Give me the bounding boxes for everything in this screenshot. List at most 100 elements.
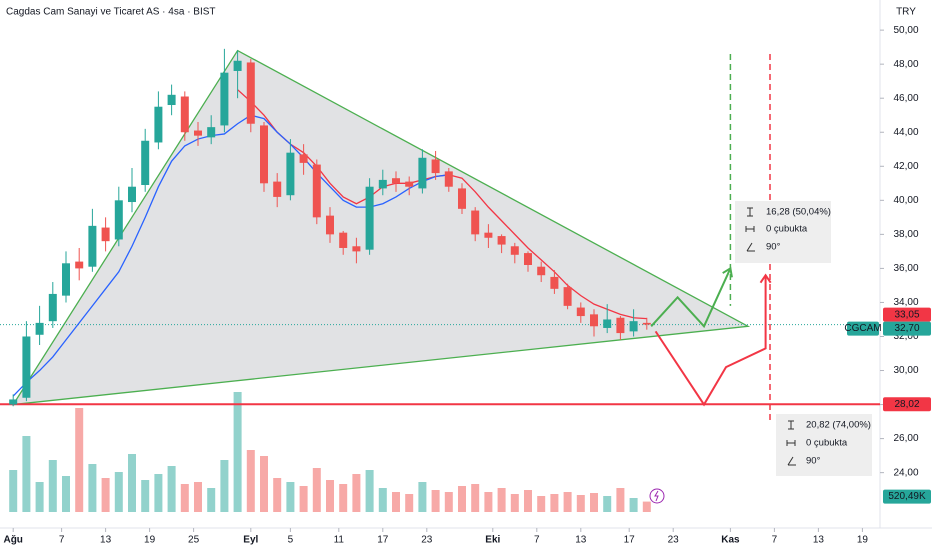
y-tick-label: 36,00 bbox=[893, 263, 918, 274]
scenario-path bbox=[650, 267, 732, 329]
volume-bar bbox=[510, 494, 519, 512]
volume-bar bbox=[642, 501, 651, 512]
volume-bar bbox=[246, 450, 255, 512]
price-label: 32,70 bbox=[894, 323, 919, 334]
candle-body bbox=[75, 261, 84, 269]
candle-body bbox=[233, 60, 242, 71]
measure-background bbox=[776, 414, 872, 476]
candle-body bbox=[418, 157, 427, 189]
volume-bar bbox=[128, 454, 136, 512]
candle-body bbox=[484, 232, 493, 238]
candle-body bbox=[590, 314, 598, 327]
measure-change: 20,82 (74,00%) bbox=[806, 420, 871, 431]
candle-body bbox=[207, 127, 216, 138]
candle-body bbox=[22, 336, 31, 398]
y-tick-label: 38,00 bbox=[893, 229, 918, 240]
icon bbox=[747, 207, 753, 217]
candle-body bbox=[603, 319, 612, 328]
candle-body bbox=[365, 186, 374, 250]
candle-body bbox=[299, 154, 308, 163]
candle-body bbox=[616, 317, 625, 334]
x-tick-label: Ağu bbox=[3, 535, 22, 546]
plot-area bbox=[0, 0, 932, 532]
candle-body bbox=[154, 106, 163, 143]
candle-body bbox=[405, 181, 414, 187]
volume-bar bbox=[48, 460, 57, 512]
candle-body bbox=[114, 200, 123, 240]
candle-body bbox=[35, 322, 44, 335]
candle-body bbox=[88, 225, 97, 267]
volume-bar bbox=[497, 488, 506, 512]
measure-angle: 90° bbox=[766, 242, 781, 253]
y-tick-label: 48,00 bbox=[893, 59, 918, 70]
measure-background bbox=[735, 201, 831, 263]
candle-body bbox=[167, 94, 176, 106]
volume-bar bbox=[260, 456, 268, 512]
level-label-box bbox=[883, 397, 931, 412]
volume-bar bbox=[616, 488, 625, 512]
level-label: 28,02 bbox=[894, 399, 919, 410]
x-tick-label: 23 bbox=[668, 535, 680, 546]
volume-bar bbox=[62, 476, 70, 512]
candle-body bbox=[524, 253, 532, 265]
candle-body bbox=[273, 181, 282, 197]
candle-body bbox=[378, 179, 387, 189]
currency: TRY bbox=[896, 7, 916, 18]
x-tick-label: 25 bbox=[188, 535, 200, 546]
volume-bar bbox=[273, 478, 282, 512]
y-tick-label: 34,00 bbox=[893, 297, 918, 308]
candle-body bbox=[550, 276, 559, 289]
measure-box: 20,82 (74,00%) 0 çubukta 90° bbox=[776, 414, 872, 476]
volume-bar bbox=[312, 468, 321, 512]
x-tick-label: 7 bbox=[59, 535, 65, 546]
alert-icon[interactable] bbox=[649, 488, 665, 504]
candle-body bbox=[180, 96, 189, 133]
volume-bar bbox=[167, 466, 176, 512]
x-tick-label: 13 bbox=[813, 535, 825, 546]
y-tick-label: 24,00 bbox=[893, 467, 918, 478]
candle-body bbox=[286, 152, 295, 196]
x-tick-label: 7 bbox=[772, 535, 778, 546]
candle-body bbox=[9, 399, 18, 405]
volume-bar bbox=[75, 408, 84, 512]
volume-label-box bbox=[883, 489, 931, 504]
icon-bolt[interactable] bbox=[654, 490, 659, 502]
candle-body bbox=[141, 140, 150, 186]
volume-bar bbox=[458, 486, 466, 512]
ma-label: 33,05 bbox=[894, 309, 919, 320]
measure-bars: 0 çubukta bbox=[806, 438, 848, 449]
volume-bar bbox=[154, 474, 163, 512]
y-tick-label: 30,00 bbox=[893, 365, 918, 376]
volume-bar bbox=[524, 490, 532, 512]
x-tick-label: 7 bbox=[534, 535, 540, 546]
volume-bar bbox=[299, 486, 308, 512]
x-tick-label: Eyl bbox=[243, 535, 258, 546]
volume-bar bbox=[352, 474, 361, 512]
volume-bar bbox=[418, 482, 427, 512]
y-tick-label: 50,00 bbox=[893, 25, 918, 36]
volume-bar bbox=[537, 496, 546, 512]
volume-bar bbox=[431, 490, 440, 512]
volume-bar bbox=[484, 492, 493, 512]
candle-body bbox=[194, 130, 202, 136]
icon bbox=[786, 440, 796, 446]
volume-bar bbox=[603, 496, 612, 512]
measure-angle: 90° bbox=[806, 456, 821, 467]
scenario-path bbox=[654, 275, 767, 407]
candle-body bbox=[537, 266, 546, 276]
measure-bars: 0 çubukta bbox=[766, 224, 808, 235]
volume-bar bbox=[207, 488, 216, 512]
x-tick-label: 19 bbox=[144, 535, 156, 546]
measure-change: 16,28 (50,04%) bbox=[766, 207, 831, 218]
candle-body bbox=[576, 307, 585, 317]
volume-bar bbox=[141, 480, 150, 512]
x-tick-label: 5 bbox=[288, 535, 294, 546]
icon bbox=[787, 456, 796, 466]
icon bbox=[788, 420, 794, 430]
volume-bar bbox=[563, 492, 572, 512]
candle-body bbox=[444, 171, 453, 187]
candle-body bbox=[629, 321, 638, 332]
volume-bar bbox=[629, 498, 638, 512]
y-tick-label: 32,00 bbox=[893, 331, 918, 342]
